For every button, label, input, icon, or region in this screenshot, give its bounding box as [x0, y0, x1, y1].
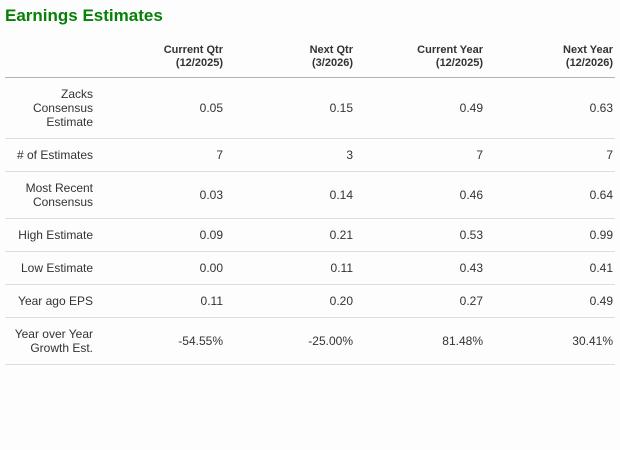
cell-value: 0.09: [95, 218, 225, 252]
cell-value: 0.27: [355, 284, 485, 318]
cell-value: 0.63: [485, 77, 615, 139]
column-header-period: (12/2026): [565, 57, 613, 69]
cell-value: 0.05: [95, 77, 225, 139]
row-label: Year over Year Growth Est.: [5, 317, 95, 365]
table-row-low-estimate: Low Estimate 0.00 0.11 0.43 0.41: [5, 251, 615, 285]
column-header-label: Next Qtr: [309, 44, 353, 56]
column-header-current-year: Current Year (12/2025): [355, 38, 485, 78]
cell-value: 0.00: [95, 251, 225, 285]
header-row: Current Qtr (12/2025) Next Qtr (3/2026) …: [5, 38, 615, 78]
table-row-year-ago-eps: Year ago EPS 0.11 0.20 0.27 0.49: [5, 284, 615, 318]
cell-value: 7: [95, 138, 225, 172]
row-label: Most Recent Consensus: [5, 171, 95, 219]
cell-value: 0.49: [485, 284, 615, 318]
cell-value: -25.00%: [225, 317, 355, 365]
cell-value: 7: [485, 138, 615, 172]
row-label: # of Estimates: [5, 138, 95, 172]
cell-value: 0.46: [355, 171, 485, 219]
cell-value: 0.99: [485, 218, 615, 252]
cell-value: 3: [225, 138, 355, 172]
row-label: Year ago EPS: [5, 284, 95, 318]
cell-value: -54.55%: [95, 317, 225, 365]
column-header-next-year: Next Year (12/2026): [485, 38, 615, 78]
column-header-label: Current Year: [417, 44, 483, 56]
column-header-period: (12/2025): [435, 57, 483, 69]
column-header-label: Next Year: [563, 44, 613, 56]
cell-value: 0.64: [485, 171, 615, 219]
earnings-estimates-table: Current Qtr (12/2025) Next Qtr (3/2026) …: [5, 38, 615, 365]
cell-value: 0.43: [355, 251, 485, 285]
cell-value: 0.14: [225, 171, 355, 219]
cell-value: 0.53: [355, 218, 485, 252]
cell-value: 0.11: [225, 251, 355, 285]
table-row-year-over-year-growth: Year over Year Growth Est. -54.55% -25.0…: [5, 317, 615, 365]
cell-value: 0.21: [225, 218, 355, 252]
row-label: High Estimate: [5, 218, 95, 252]
table-row-most-recent-consensus: Most Recent Consensus 0.03 0.14 0.46 0.6…: [5, 171, 615, 219]
cell-value: 0.20: [225, 284, 355, 318]
cell-value: 0.49: [355, 77, 485, 139]
table-row-number-of-estimates: # of Estimates 7 3 7 7: [5, 138, 615, 172]
section-title: Earnings Estimates: [5, 6, 163, 25]
row-label: Low Estimate: [5, 251, 95, 285]
column-header-next-qtr: Next Qtr (3/2026): [225, 38, 355, 78]
cell-value: 30.41%: [485, 317, 615, 365]
table-row-zacks-consensus-estimate: Zacks Consensus Estimate 0.05 0.15 0.49 …: [5, 77, 615, 139]
row-label-header: [5, 38, 95, 78]
cell-value: 0.41: [485, 251, 615, 285]
column-header-period: (3/2026): [312, 57, 353, 69]
column-header-label: Current Qtr: [163, 44, 223, 56]
column-header-period: (12/2025): [175, 57, 223, 69]
column-header-current-qtr: Current Qtr (12/2025): [95, 38, 225, 78]
cell-value: 81.48%: [355, 317, 485, 365]
cell-value: 0.11: [95, 284, 225, 318]
cell-value: 0.03: [95, 171, 225, 219]
cell-value: 0.15: [225, 77, 355, 139]
table-row-high-estimate: High Estimate 0.09 0.21 0.53 0.99: [5, 218, 615, 252]
cell-value: 7: [355, 138, 485, 172]
row-label: Zacks Consensus Estimate: [5, 77, 95, 139]
